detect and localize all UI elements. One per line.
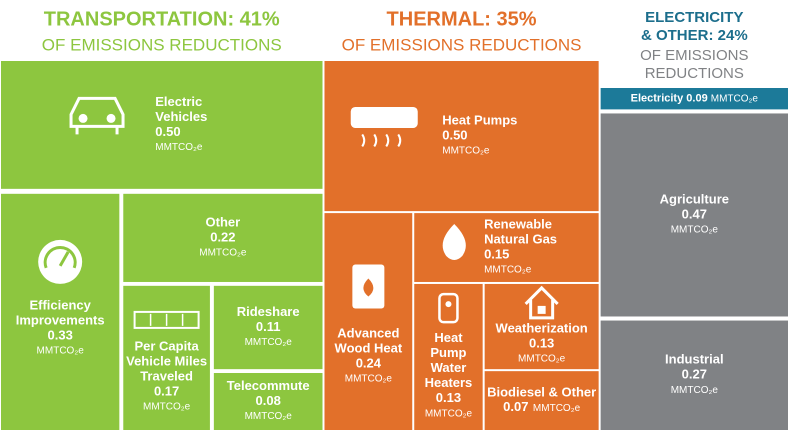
tile-unit: MMTCO₂e bbox=[37, 346, 85, 357]
tile bbox=[600, 320, 788, 430]
tile-label: Advanced bbox=[337, 326, 399, 341]
tile-value: 0.08 bbox=[256, 393, 281, 408]
tile-value: 0.50 bbox=[442, 127, 467, 142]
tile bbox=[484, 371, 599, 430]
tile-unit: MMTCO₂e bbox=[345, 374, 393, 385]
tile-unit: MMTCO₂e bbox=[533, 403, 581, 414]
tile-label: Heaters bbox=[425, 375, 473, 390]
tile-label: Vehicle Miles bbox=[126, 353, 207, 368]
icon bbox=[442, 223, 466, 260]
tile-value: 0.17 bbox=[154, 383, 179, 398]
tile-label: Telecommute bbox=[227, 378, 310, 393]
tile-value-line: 0.07 MMTCO₂e bbox=[503, 399, 580, 416]
tile-value: 0.47 bbox=[682, 206, 707, 221]
tile-label: Efficiency bbox=[29, 298, 91, 313]
tile bbox=[1, 61, 323, 189]
tile bbox=[123, 285, 210, 430]
group-title: TRANSPORTATION: 41% bbox=[44, 8, 280, 30]
tile bbox=[1, 193, 120, 430]
tile-label: Agriculture bbox=[660, 191, 729, 206]
tile-value: 0.07 bbox=[503, 400, 528, 415]
tile-unit: MMTCO₂e bbox=[143, 402, 191, 413]
icon bbox=[38, 239, 83, 284]
icon bbox=[350, 106, 418, 148]
tile bbox=[600, 88, 788, 110]
icon bbox=[438, 292, 459, 324]
tile bbox=[213, 373, 323, 430]
tile-text: Electricity 0.09 MMTCO₂e bbox=[631, 93, 759, 105]
tile-unit: MMTCO₂e bbox=[245, 337, 293, 348]
tile-label: Electricity bbox=[631, 93, 684, 105]
tile-label: Weatherization bbox=[496, 320, 588, 335]
tile-value: 0.33 bbox=[48, 328, 73, 343]
group-title: ELECTRICITY bbox=[645, 9, 743, 26]
group-title: & OTHER: 24% bbox=[641, 27, 748, 44]
tile-unit: MMTCO₂e bbox=[442, 146, 490, 157]
group-subtitle: REDUCTIONS bbox=[645, 65, 744, 82]
tile-unit: MMTCO₂e bbox=[425, 408, 473, 419]
tile-unit: MMTCO₂e bbox=[245, 411, 293, 422]
icon bbox=[352, 264, 385, 309]
tile-value: 0.27 bbox=[682, 367, 707, 382]
tile-unit: MMTCO₂e bbox=[711, 93, 759, 104]
tile bbox=[600, 113, 788, 317]
tile-unit: MMTCO₂e bbox=[518, 354, 566, 365]
tile-label: Other bbox=[206, 214, 241, 229]
tile bbox=[123, 193, 323, 282]
tile-label: Heat Pumps bbox=[442, 112, 517, 127]
tile-unit: MMTCO₂e bbox=[671, 225, 719, 236]
tile-unit: MMTCO₂e bbox=[199, 248, 247, 259]
tile-unit: MMTCO₂e bbox=[671, 385, 719, 396]
tile-label: Industrial bbox=[665, 352, 724, 367]
group-subtitle: OF EMISSIONS bbox=[640, 47, 748, 64]
icon bbox=[524, 285, 559, 320]
tile-label: Pump bbox=[430, 345, 466, 360]
tile bbox=[213, 285, 323, 370]
tile-label: Wood Heat bbox=[335, 341, 403, 356]
tile-label: Heat bbox=[434, 330, 463, 345]
tile-label: Vehicles bbox=[155, 109, 207, 124]
tile-value: 0.50 bbox=[155, 124, 180, 139]
tile-label: Improvements bbox=[16, 313, 105, 328]
tile-value: 0.22 bbox=[210, 229, 235, 244]
tile bbox=[484, 283, 599, 370]
tile-label: Rideshare bbox=[237, 304, 300, 319]
icon bbox=[69, 96, 125, 135]
tile bbox=[324, 61, 599, 212]
tile-unit: MMTCO₂e bbox=[155, 142, 203, 153]
tile-label: Per Capita bbox=[134, 338, 199, 353]
icon bbox=[133, 310, 200, 329]
group-title: THERMAL: 35% bbox=[387, 8, 537, 30]
tile-label: Water bbox=[431, 360, 467, 375]
tile-value: 0.15 bbox=[484, 246, 509, 261]
tile bbox=[414, 283, 483, 430]
tile-value: 0.11 bbox=[256, 319, 281, 334]
tile-label: Renewable bbox=[484, 216, 552, 231]
tile bbox=[324, 213, 413, 430]
tile-unit: MMTCO₂e bbox=[484, 265, 532, 276]
tile-value: 0.13 bbox=[529, 335, 554, 350]
group-subtitle: OF EMISSIONS REDUCTIONS bbox=[342, 35, 582, 54]
tile-label: Biodiesel & Other bbox=[487, 385, 596, 400]
tile-value: 0.13 bbox=[436, 390, 461, 405]
tile-value: 0.24 bbox=[356, 356, 382, 371]
tile-label: Traveled bbox=[140, 368, 193, 383]
tile-label: Natural Gas bbox=[484, 231, 557, 246]
tile-label: Electric bbox=[155, 94, 202, 109]
tile-value: 0.09 bbox=[686, 93, 707, 105]
group-subtitle: OF EMISSIONS REDUCTIONS bbox=[42, 35, 282, 54]
